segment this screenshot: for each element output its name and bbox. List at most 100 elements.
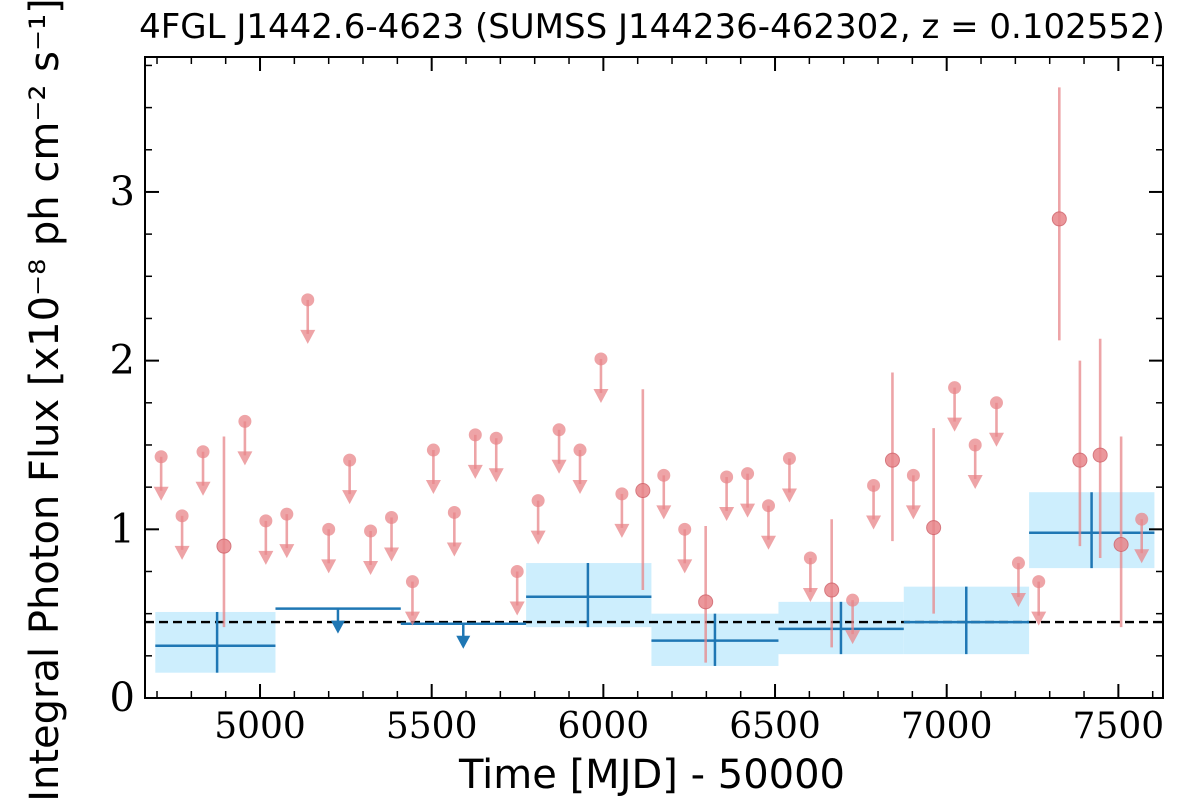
short-bin-upper-limit (426, 443, 440, 457)
short-bin-point (216, 538, 232, 554)
short-bin-upper-limit (906, 468, 920, 482)
short-bin-upper-limit-arrow (845, 630, 861, 645)
short-bin-upper-limit-arrow (781, 488, 797, 503)
short-bin-upper-limit-arrow (530, 530, 546, 545)
short-bin-upper-limit (762, 499, 776, 513)
short-bin-upper-limit-arrow (967, 474, 983, 489)
short-bin-upper-limit-arrow (551, 459, 567, 474)
short-bin-point (926, 520, 942, 536)
short-bin-upper-limit-arrow (509, 601, 525, 616)
short-bin-upper-limit (280, 507, 294, 521)
short-bin-upper-limit-arrow (947, 417, 963, 432)
y-tick-label: 0 (110, 675, 135, 721)
y-tick-label: 2 (110, 338, 135, 384)
short-bin-upper-limit (343, 453, 357, 467)
short-bin-point (1072, 452, 1088, 468)
short-bin-upper-limit-arrow (153, 486, 169, 501)
short-bin-upper-limit-arrow (905, 505, 921, 520)
short-bin-upper-limit (615, 487, 629, 501)
short-bin-upper-limit-arrow (572, 480, 588, 495)
short-bin-upper-limit (552, 423, 566, 437)
short-bin-upper-limit-arrow (719, 507, 735, 522)
short-bin-upper-limit (489, 431, 503, 445)
short-bin-upper-limit (720, 470, 734, 484)
x-tick-label: 7000 (901, 706, 993, 747)
short-bin-upper-limit-arrow (321, 559, 337, 574)
short-bin-upper-limit (573, 443, 587, 457)
short-bin-upper-limit-arrow (614, 523, 630, 538)
long-bin-upper-limit-arrow (330, 620, 345, 634)
short-bin-upper-limit (846, 593, 860, 607)
short-bin-upper-limit (948, 381, 962, 395)
short-bin-upper-limit-arrow (802, 587, 818, 602)
short-bin-upper-limit-arrow (1010, 593, 1026, 608)
short-bin-upper-limit (1135, 512, 1149, 526)
short-bin-upper-limit-arrow (1134, 549, 1150, 564)
short-bin-upper-limit (678, 522, 692, 536)
short-bin-upper-limit-arrow (740, 503, 756, 518)
x-tick-label: 6500 (729, 706, 821, 747)
short-bin-upper-limit (741, 467, 755, 481)
short-bin-upper-limit-arrow (488, 468, 504, 483)
short-bin-upper-limit (301, 293, 315, 307)
short-bin-point (884, 452, 900, 468)
x-tick-label: 7500 (1073, 706, 1165, 747)
short-bin-upper-limit (447, 505, 461, 519)
short-bin-upper-limit-arrow (656, 505, 672, 520)
short-bin-upper-limit (238, 414, 252, 428)
short-bin-upper-limit (468, 428, 482, 442)
short-bin-upper-limit (154, 450, 168, 464)
short-bin-upper-limit-arrow (195, 481, 211, 496)
short-bin-upper-limit-arrow (866, 515, 882, 530)
short-bin-upper-limit-arrow (174, 545, 190, 560)
short-bin-upper-limit-arrow (593, 388, 609, 403)
short-bin-upper-limit-arrow (258, 550, 274, 565)
short-bin-upper-limit-arrow (237, 451, 253, 466)
x-tick-label: 6000 (558, 706, 650, 747)
short-bin-point (824, 582, 840, 598)
short-bin-point (698, 594, 714, 610)
short-bin-upper-limit (196, 445, 210, 459)
short-bin-point (635, 483, 651, 499)
short-bin-point (1113, 536, 1129, 552)
short-bin-upper-limit (1011, 556, 1025, 570)
short-bin-upper-limit-arrow (279, 544, 295, 559)
short-bin-upper-limit-arrow (988, 432, 1004, 447)
short-bin-upper-limit (1032, 575, 1046, 589)
long-bin-upper-limit-arrow (456, 635, 471, 649)
short-bin-point (1051, 211, 1067, 227)
x-axis-label: Time [MJD] - 50000 (458, 752, 845, 798)
short-bin-upper-limit-arrow (425, 480, 441, 495)
short-bin-upper-limit-arrow (384, 547, 400, 562)
short-bin-point (1092, 447, 1108, 463)
short-bin-upper-limit (989, 396, 1003, 410)
short-bin-upper-limit (782, 451, 796, 465)
short-bin-upper-limit-arrow (467, 464, 483, 479)
short-bin-upper-limit-arrow (1031, 611, 1047, 626)
axes: 5000 5500 6000 6500 7000 7500 0 1 2 3 (110, 56, 1165, 747)
short-bin-upper-limit (968, 438, 982, 452)
short-bin-upper-limit-arrow (446, 542, 462, 557)
y-tick-label: 1 (110, 506, 135, 552)
short-bin-upper-limit (385, 511, 399, 525)
short-bin-upper-limit (175, 509, 189, 523)
plot-frame (144, 56, 1164, 699)
short-bin-upper-limit-arrow (363, 561, 379, 576)
short-bin-upper-limit-arrow (761, 535, 777, 550)
chart-title: 4FGL J1442.6-4623 (SUMSS J144236-462302,… (139, 7, 1165, 47)
short-bin-upper-limit (803, 551, 817, 565)
short-bin-upper-limit (364, 524, 378, 538)
short-bin-upper-limit-arrow (342, 490, 358, 505)
short-bin-upper-limit (259, 514, 273, 528)
y-tick-label: 3 (110, 169, 135, 215)
short-bin-upper-limit (867, 478, 881, 492)
short-bin-upper-limit (510, 564, 524, 578)
x-tick-label: 5500 (386, 706, 478, 747)
short-bin-upper-limit-arrow (300, 329, 316, 344)
plot-area (145, 87, 1163, 673)
y-axis-label: Integral Photon Flux [x10⁻⁸ ph cm⁻² s⁻¹] (22, 0, 68, 800)
short-bin-upper-limit-arrow (677, 559, 693, 574)
short-bin-upper-limit-arrow (404, 611, 420, 626)
short-bin-upper-limit (405, 575, 419, 589)
